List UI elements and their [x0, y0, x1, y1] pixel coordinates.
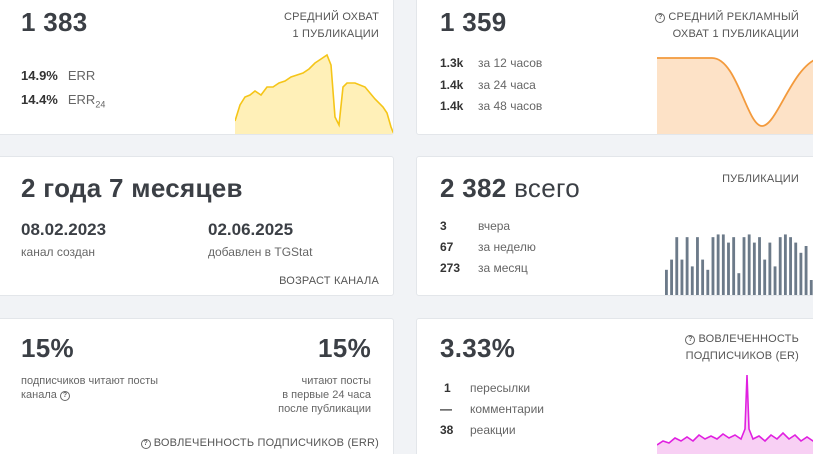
publication-bar: [758, 237, 761, 295]
publication-bar: [737, 273, 741, 295]
ad-reach-card[interactable]: 1 359 ? СРЕДНИЙ РЕКЛАМНЫЙ ОХВАТ 1 ПУБЛИКА…: [416, 0, 813, 135]
publication-bar: [711, 237, 715, 295]
publication-bar: [716, 234, 720, 295]
publications-row: 273 за месяц: [440, 261, 528, 275]
publication-bar: [727, 242, 730, 295]
ad-reach-row: 1.3k за 12 часов: [440, 56, 543, 70]
avg-reach-card[interactable]: 1 383 СРЕДНИЙ ОХВАТ 1 ПУБЛИКАЦИИ 14.9% E…: [0, 0, 394, 135]
channel-age-card[interactable]: 2 года 7 месяцев 08.02.2023 канал создан…: [0, 156, 394, 296]
publication-bar: [665, 269, 668, 295]
err24-row: 14.4% ERR24: [21, 92, 105, 110]
publications-label: ПУБЛИКАЦИИ: [722, 173, 799, 185]
publication-bar: [680, 259, 684, 295]
publication-bar: [752, 242, 756, 295]
err-left-text: подписчиков читают посты канала ?: [21, 375, 159, 401]
err-label: ERR: [67, 68, 96, 83]
er-row: — комментарии: [440, 402, 544, 416]
info-icon[interactable]: ?: [655, 13, 666, 23]
publication-bar: [789, 237, 792, 295]
err-engagement-label: ? ВОВЛЕЧЕННОСТЬ ПОДПИСЧИКОВ (ERR): [140, 435, 379, 452]
publication-bar: [804, 246, 808, 295]
added-label: добавлен в TGStat: [208, 245, 313, 259]
reach-sparkline: [235, 53, 393, 134]
ad-reach-label: ? СРЕДНИЙ РЕКЛАМНЫЙ ОХВАТ 1 ПУБЛИКАЦИИ: [655, 9, 799, 43]
publication-bar: [763, 259, 767, 295]
publication-bar: [732, 237, 736, 295]
publication-bar: [721, 234, 725, 295]
er-value: 3.33%: [440, 333, 516, 363]
ad-reach-value: 1 359: [440, 7, 507, 37]
publication-bar: [783, 234, 787, 295]
publication-bar: [670, 259, 674, 295]
publication-bar: [794, 242, 798, 295]
added-date: 02.06.2025: [208, 220, 294, 239]
publication-bar: [747, 234, 751, 295]
publications-value: 2 382 всего: [440, 173, 580, 203]
publication-bar: [685, 237, 689, 295]
publication-bar: [809, 280, 813, 295]
publications-card[interactable]: 2 382 всего ПУБЛИКАЦИИ 3 вчера 67 за нед…: [416, 156, 813, 296]
avg-reach-label: СРЕДНИЙ ОХВАТ 1 ПУБЛИКАЦИИ: [283, 11, 379, 40]
publication-bar: [799, 252, 803, 295]
publication-bar: [773, 266, 777, 295]
publication-bar: [742, 237, 746, 295]
err-left-value: 15%: [21, 333, 74, 363]
ad-reach-row: 1.4k за 48 часов: [440, 99, 543, 113]
channel-age-label: ВОЗРАСТ КАНАЛА: [279, 275, 379, 287]
ad-reach-row: 1.4k за 24 часа: [440, 78, 536, 92]
publication-bar: [675, 237, 679, 295]
publication-bar: [696, 237, 699, 295]
created-label: канал создан: [21, 245, 96, 259]
er-engagement-card[interactable]: 3.33% ? ВОВЛЕЧЕННОСТЬ ПОДПИСЧИКОВ (ER) 1 …: [416, 318, 813, 454]
info-icon[interactable]: ?: [685, 335, 696, 345]
publications-row: 67 за неделю: [440, 240, 536, 254]
err-right-value: 15%: [318, 333, 371, 363]
er-label: ? ВОВЛЕЧЕННОСТЬ ПОДПИСЧИКОВ (ER): [685, 333, 799, 362]
ad-reach-chart: [657, 57, 813, 134]
created-date: 08.02.2023: [21, 220, 107, 239]
info-icon[interactable]: ?: [140, 439, 151, 449]
err-right-text: читают посты в первые 24 часа после публ…: [278, 375, 371, 415]
channel-age-value: 2 года 7 месяцев: [21, 173, 243, 203]
publications-suffix: всего: [514, 173, 580, 203]
publications-bar-chart: [665, 234, 813, 295]
er-row: 1 пересылки: [444, 381, 531, 395]
err-value: 14.9%: [21, 68, 58, 83]
publication-bar: [768, 242, 772, 295]
info-icon[interactable]: ?: [59, 391, 70, 401]
er-sparkline: [657, 374, 813, 454]
err-row: 14.9% ERR: [21, 68, 95, 83]
er-row: 38 реакции: [440, 423, 516, 437]
err24-label: ERR24: [67, 92, 106, 110]
publication-bar: [690, 266, 694, 295]
publication-bar: [701, 259, 705, 295]
avg-reach-value: 1 383: [21, 7, 88, 37]
publication-bar: [778, 237, 782, 295]
err-engagement-card[interactable]: 15% подписчиков читают посты канала ? 15…: [0, 318, 394, 454]
err24-value: 14.4%: [21, 92, 58, 107]
publication-bar: [706, 269, 710, 295]
publications-row: 3 вчера: [440, 219, 511, 233]
